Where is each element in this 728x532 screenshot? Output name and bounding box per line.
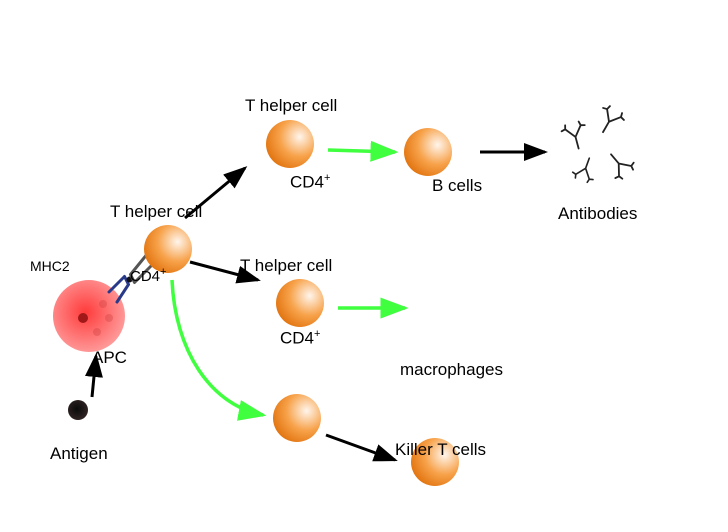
macrophage-cell <box>273 394 321 442</box>
label-killer: Killer T cells <box>395 440 486 460</box>
label-macrophages: macrophages <box>400 360 503 380</box>
diagram-canvas <box>0 0 728 532</box>
label-cd4-main: CD4+ <box>130 266 166 285</box>
label-cd4-top: CD4+ <box>290 172 330 193</box>
label-b-cells: B cells <box>432 176 482 196</box>
label-apc: APC <box>92 348 127 368</box>
label-t-helper-main: T helper cell <box>110 202 202 222</box>
b-cell <box>404 128 452 176</box>
apc-cell <box>53 280 125 352</box>
antibodies-icon <box>560 104 637 184</box>
label-mhc2: MHC2 <box>30 258 70 274</box>
label-antibodies: Antibodies <box>558 204 637 224</box>
label-t-helper-top: T helper cell <box>245 96 337 116</box>
arrow-thupper-to-bcell <box>328 150 395 152</box>
t-helper-upper-cell <box>266 120 314 168</box>
arrow-thmain-to-mac <box>172 280 263 415</box>
antigen-dot <box>68 400 88 420</box>
label-antigen: Antigen <box>50 444 108 464</box>
label-cd4-mid: CD4+ <box>280 328 320 349</box>
t-helper-mid-cell <box>276 279 324 327</box>
label-t-helper-mid: T helper cell <box>240 256 332 276</box>
arrow-mac-to-killer <box>326 435 395 460</box>
